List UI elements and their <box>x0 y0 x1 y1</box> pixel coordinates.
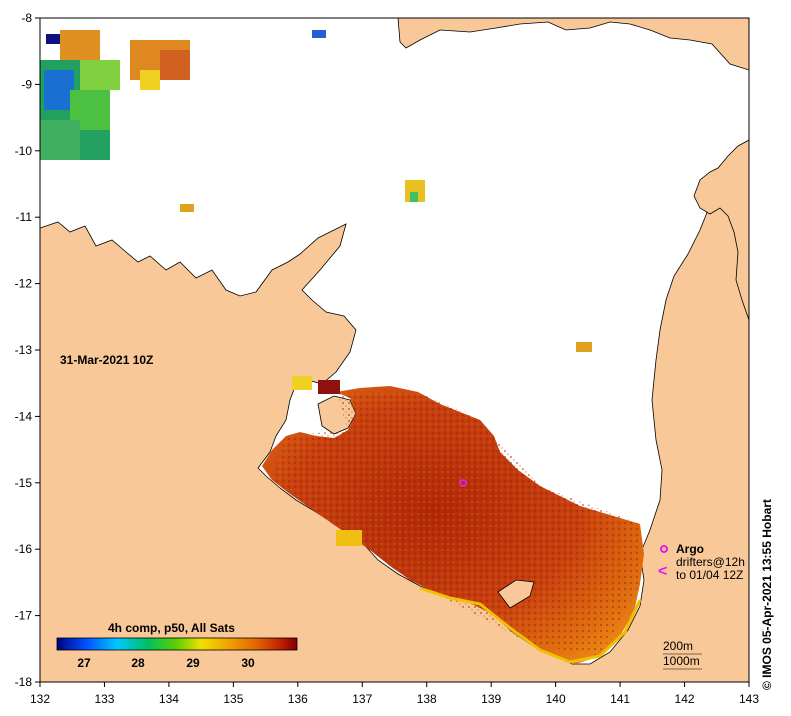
lon-tick-label: 141 <box>610 692 630 706</box>
argo-legend-label: Argo <box>676 542 704 556</box>
lon-tick-label: 139 <box>481 692 501 706</box>
colorbar-tick-label: 30 <box>241 656 255 670</box>
drifters-legend-label: drifters@12h <box>676 555 745 569</box>
lon-tick-label: 135 <box>223 692 243 706</box>
lat-tick-label: -15 <box>15 476 33 490</box>
sst-blob <box>292 376 312 390</box>
sst-speckle <box>272 392 640 656</box>
lon-tick-label: 143 <box>739 692 759 706</box>
sst-blob <box>410 192 418 202</box>
drifters-legend-icon: < <box>658 563 667 580</box>
lat-tick-label: -13 <box>15 343 33 357</box>
sst-blob <box>312 30 326 38</box>
lat-tick-label: -17 <box>15 609 33 623</box>
lat-tick-label: -12 <box>15 277 33 291</box>
longitude-axis: 132 133 134 135 136 137 138 139 140 141 142 143 <box>30 682 759 706</box>
sst-blob <box>180 204 194 212</box>
colorbar-title: 4h comp, p50, All Sats <box>108 621 235 635</box>
lat-tick-label: -14 <box>15 409 33 423</box>
sst-coastal-fringe <box>419 586 642 664</box>
lon-tick-label: 132 <box>30 692 50 706</box>
sst-northwest-patch <box>40 30 190 160</box>
lat-tick-label: -18 <box>15 675 33 689</box>
colorbar-tick-label: 28 <box>131 656 145 670</box>
lon-tick-label: 136 <box>288 692 308 706</box>
credit-text: © IMOS 05-Apr-2021 13:55 Hobart <box>760 499 774 690</box>
latitude-axis: -8 -9 -10 -11 -12 -13 -14 -15 -16 -17 -18 <box>15 11 40 689</box>
colorbar <box>56 637 298 651</box>
land-mornington-island <box>497 579 535 609</box>
sst-blob <box>318 380 340 394</box>
lat-tick-label: -11 <box>16 210 33 224</box>
lat-tick-label: -9 <box>21 77 32 91</box>
contour-1000m-label: 1000m <box>663 654 700 668</box>
lon-tick-label: 140 <box>546 692 566 706</box>
lon-tick-label: 142 <box>675 692 695 706</box>
lon-tick-label: 134 <box>159 692 179 706</box>
lon-tick-label: 137 <box>352 692 372 706</box>
argo-float-marker <box>459 479 467 487</box>
datetime-label: 31-Mar-2021 10Z <box>60 353 153 367</box>
colorbar-tick-label: 27 <box>77 656 91 670</box>
colorbar-ticks: 27 28 29 30 <box>77 656 255 670</box>
land-new-guinea <box>397 18 749 71</box>
lon-tick-label: 133 <box>94 692 114 706</box>
lat-tick-label: -8 <box>21 11 32 25</box>
drifters-time-label: to 01/04 12Z <box>676 568 743 582</box>
sst-blob <box>576 342 592 352</box>
land-cape-york <box>693 18 749 321</box>
argo-legend-icon <box>660 545 668 553</box>
contour-200m-label: 200m <box>663 639 693 653</box>
lon-tick-label: 138 <box>417 692 437 706</box>
colorbar-tick-label: 29 <box>186 656 200 670</box>
lat-tick-label: -16 <box>15 542 33 556</box>
sst-blob <box>336 530 362 546</box>
lat-tick-label: -10 <box>15 144 33 158</box>
land-northern-territory <box>40 139 749 682</box>
